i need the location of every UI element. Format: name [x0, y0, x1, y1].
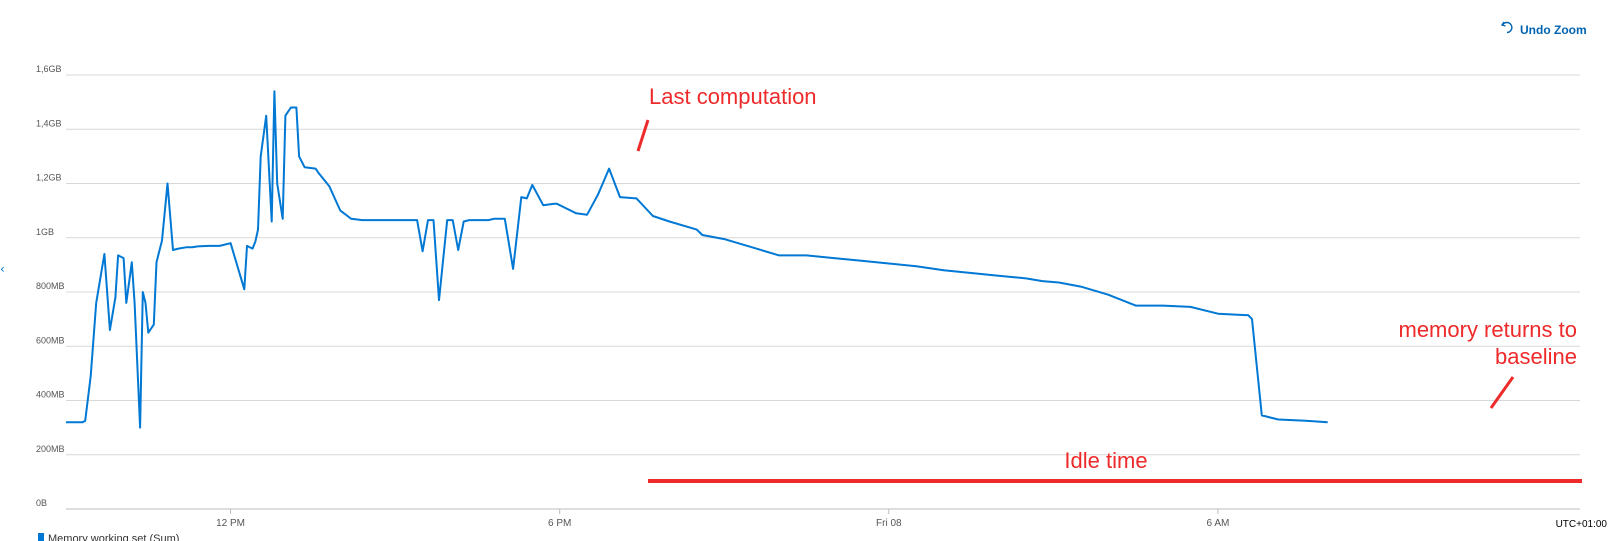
x-tick-label: 12 PM: [216, 518, 245, 529]
x-tick-label: 6 AM: [1207, 518, 1230, 529]
annotations: Last computation memory returns to basel…: [636, 84, 1582, 483]
annotation-last-computation: Last computation: [649, 84, 817, 109]
series-line-memory-working-set[interactable]: [66, 90, 1328, 429]
y-tick-label: 1,2GB: [36, 173, 62, 183]
y-tick-label: 800MB: [36, 281, 65, 291]
x-axis-ticks: 12 PM 6 PM Fri 08 6 AM: [216, 509, 1229, 529]
annotation-idle-time: Idle time: [1064, 448, 1147, 473]
y-tick-label: 200MB: [36, 444, 65, 454]
x-tick-label: Fri 08: [876, 518, 902, 529]
y-tick-label: 1,4GB: [36, 118, 62, 128]
timezone-label: UTC+01:00: [1556, 519, 1608, 530]
y-tick-label: 1,6GB: [36, 64, 62, 74]
annotation-memory-returns-line1: memory returns to: [1399, 317, 1578, 342]
y-tick-label: 0B: [36, 498, 47, 508]
legend-swatch: [38, 533, 44, 541]
annotation-last-computation-pointer: [636, 119, 650, 152]
legend[interactable]: Memory working set (Sum): [38, 533, 179, 541]
undo-zoom-button[interactable]: Undo Zoom: [1500, 20, 1587, 40]
y-tick-label: 400MB: [36, 390, 65, 400]
y-tick-label: 600MB: [36, 335, 65, 345]
annotation-memory-returns-line2: baseline: [1495, 344, 1577, 369]
chevron-left-icon[interactable]: ‹: [0, 262, 5, 276]
undo-zoom-label: Undo Zoom: [1520, 23, 1587, 37]
annotation-memory-returns-pointer: [1489, 376, 1515, 409]
y-tick-label: 1GB: [36, 227, 54, 237]
x-tick-label: 6 PM: [548, 518, 571, 529]
legend-label: Memory working set (Sum): [48, 533, 180, 541]
gridlines: [66, 74, 1580, 510]
undo-icon: [1500, 21, 1514, 37]
y-axis-ticks: 0B 200MB 400MB 600MB 800MB 1GB 1,2GB 1,4GB 1,6GB: [36, 64, 65, 508]
